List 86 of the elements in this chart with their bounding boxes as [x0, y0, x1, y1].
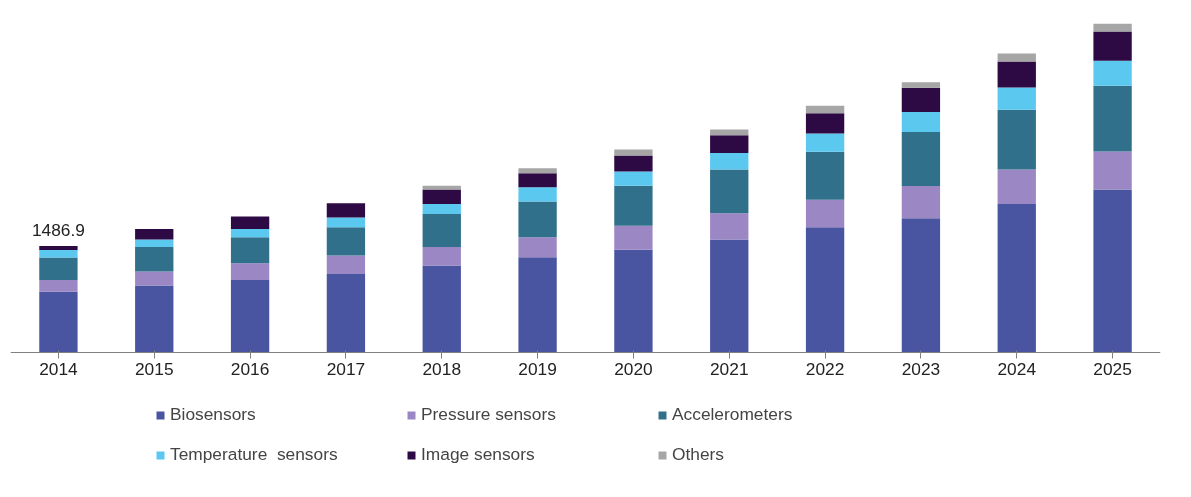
bar — [614, 155, 653, 172]
bar — [901, 218, 941, 353]
bar — [805, 113, 845, 134]
bar — [805, 133, 845, 152]
bar — [710, 169, 749, 214]
bar — [710, 239, 749, 353]
bar — [230, 216, 270, 229]
bar — [614, 171, 653, 186]
legend-label: Biosensors — [170, 404, 257, 425]
bar — [997, 87, 1036, 110]
bar — [422, 247, 461, 266]
bar — [39, 250, 78, 258]
bar — [805, 199, 845, 228]
bar — [135, 285, 174, 353]
bar — [422, 185, 461, 190]
bar — [326, 255, 366, 275]
x-tick-label: 2019 — [518, 359, 557, 380]
x-tick-label: 2018 — [422, 359, 462, 380]
bar — [997, 204, 1036, 353]
legend-label: Temperature sensors — [170, 444, 339, 465]
bar — [230, 229, 270, 238]
bar — [901, 132, 941, 186]
bar — [518, 257, 557, 353]
bar — [230, 237, 270, 264]
bar — [901, 87, 941, 113]
legend-label: Image sensors — [421, 444, 536, 465]
bar — [518, 201, 557, 238]
bar — [1093, 85, 1132, 152]
bar — [135, 247, 174, 272]
bar — [805, 105, 845, 114]
bar — [997, 109, 1036, 170]
bar — [422, 213, 461, 248]
bar — [422, 265, 461, 353]
bar — [805, 227, 845, 353]
bar — [422, 189, 461, 205]
bar — [135, 229, 174, 240]
bar — [710, 213, 749, 240]
annotation: 1486.9 — [31, 220, 85, 241]
bar — [901, 112, 941, 133]
bar — [614, 185, 653, 226]
x-tick-label: 2021 — [709, 359, 749, 380]
bar — [39, 291, 78, 353]
x-tick-label: 2016 — [230, 359, 270, 380]
bar — [135, 271, 174, 286]
bar — [518, 173, 557, 188]
bar — [1093, 60, 1132, 86]
bar — [901, 185, 941, 219]
bar — [326, 227, 366, 256]
bar — [518, 237, 557, 258]
bar — [39, 246, 78, 251]
x-tick-label: 2025 — [1093, 359, 1132, 380]
legend-label: Accelerometers — [672, 404, 794, 425]
x-tick-label: 2020 — [614, 359, 653, 380]
bar — [230, 279, 270, 353]
bar — [805, 151, 845, 200]
bar — [326, 217, 366, 228]
bar — [1093, 23, 1132, 32]
bar — [518, 187, 557, 202]
bar — [997, 61, 1036, 88]
legend-label: Others — [672, 444, 725, 465]
bar — [614, 149, 653, 156]
bar — [614, 225, 653, 250]
bar — [710, 135, 749, 154]
bar — [1093, 151, 1132, 190]
bar — [39, 257, 78, 280]
legend-label: Pressure sensors — [421, 404, 557, 425]
bar — [230, 263, 270, 280]
x-tick-label: 2014 — [39, 359, 79, 380]
bar — [39, 279, 78, 292]
x-tick-label: 2017 — [326, 359, 366, 380]
bar — [1093, 189, 1132, 353]
bar — [135, 239, 174, 248]
bar — [901, 82, 941, 88]
bar — [422, 204, 461, 214]
bar — [997, 169, 1036, 205]
bar — [518, 168, 557, 174]
bar — [710, 129, 749, 136]
x-tick-label: 2024 — [997, 359, 1037, 380]
x-tick-label: 2023 — [901, 359, 941, 380]
x-tick-label: 2015 — [134, 359, 174, 380]
bar — [326, 203, 366, 218]
bar — [326, 274, 366, 353]
bar — [710, 153, 749, 170]
x-tick-label: 2022 — [805, 359, 845, 380]
bar — [614, 249, 653, 353]
bar — [1093, 31, 1132, 61]
